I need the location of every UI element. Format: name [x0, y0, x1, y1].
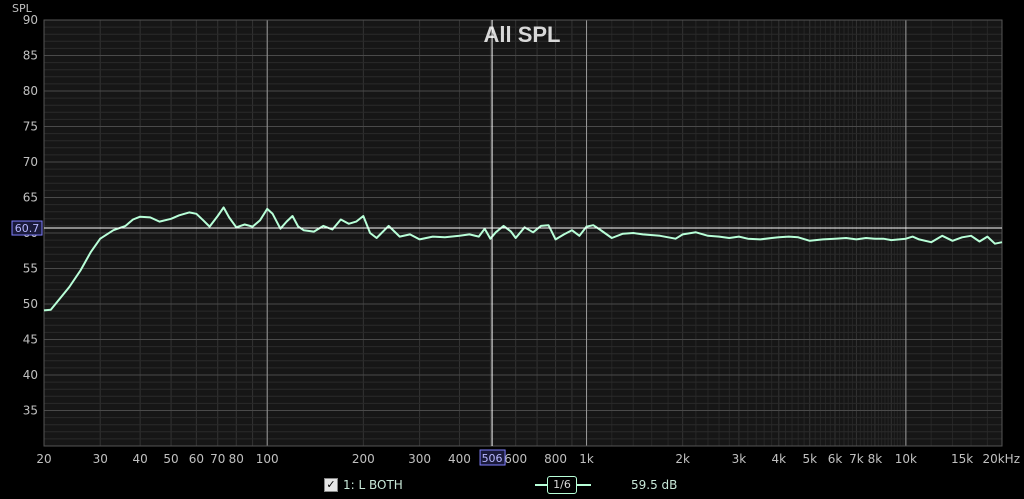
y-tick-label: 85	[23, 49, 38, 63]
x-tick-label: 20kHz	[982, 452, 1020, 466]
x-tick-label: 400	[448, 452, 471, 466]
y-tick-label: 55	[23, 262, 38, 276]
x-tick-label: 20	[36, 452, 51, 466]
x-tick-label: 6k	[828, 452, 843, 466]
y-tick-label: 65	[23, 191, 38, 205]
y-axis-label: SPL	[12, 2, 33, 15]
x-tick-label: 7k	[849, 452, 864, 466]
x-tick-label: 5k	[802, 452, 817, 466]
x-tick-label: 200	[352, 452, 375, 466]
y-tick-label: 80	[23, 84, 38, 98]
smoothing-control[interactable]: 1/6	[535, 475, 591, 494]
x-tick-label: 2k	[675, 452, 690, 466]
x-tick-label: 30	[93, 452, 108, 466]
y-tick-label: 75	[23, 120, 38, 134]
x-tick-label: 50	[163, 452, 178, 466]
spl-chart[interactable]: 354045505560657075808590 203040506070801…	[0, 0, 1024, 474]
x-tick-label: 800	[544, 452, 567, 466]
x-tick-label: 80	[229, 452, 244, 466]
series-line-l-both[interactable]	[43, 206, 1003, 312]
x-tick-label: 300	[408, 452, 431, 466]
x-tick-label: 40	[132, 452, 147, 466]
y-tick-label: 45	[23, 333, 38, 347]
series-visibility-checkbox[interactable]: ✓	[324, 478, 338, 492]
x-tick-label: 1k	[579, 452, 594, 466]
x-tick-label: 600	[504, 452, 527, 466]
y-tick-label: 50	[23, 297, 38, 311]
y-tick-label: 90	[23, 13, 38, 27]
x-tick-label: 8k	[868, 452, 883, 466]
cursor-x-readout-box	[479, 449, 506, 466]
y-tick-label: 70	[23, 155, 38, 169]
cursor-value-readout: 59.5 dB	[631, 478, 678, 492]
cursor-y-readout-box	[11, 220, 43, 236]
x-tick-label: 60	[189, 452, 204, 466]
plot-border	[43, 19, 1003, 447]
x-tick-label: 15k	[951, 452, 973, 466]
y-tick-label: 35	[23, 404, 38, 418]
chart-title: All SPL	[483, 22, 560, 47]
x-tick-label: 10k	[895, 452, 917, 466]
y-tick-label: 40	[23, 368, 38, 382]
cursor-x-readout: 506	[482, 452, 503, 465]
cursor-y-readout: 60.7	[15, 222, 40, 235]
legend-bar: ✓ 1: L BOTH 1/6 59.5 dB	[0, 474, 1024, 499]
x-tick-label: 3k	[732, 452, 747, 466]
smoothing-label[interactable]: 1/6	[547, 476, 577, 494]
x-tick-label: 100	[256, 452, 279, 466]
x-tick-label: 4k	[771, 452, 786, 466]
legend-series-label[interactable]: 1: L BOTH	[343, 478, 403, 492]
x-tick-label: 70	[210, 452, 225, 466]
